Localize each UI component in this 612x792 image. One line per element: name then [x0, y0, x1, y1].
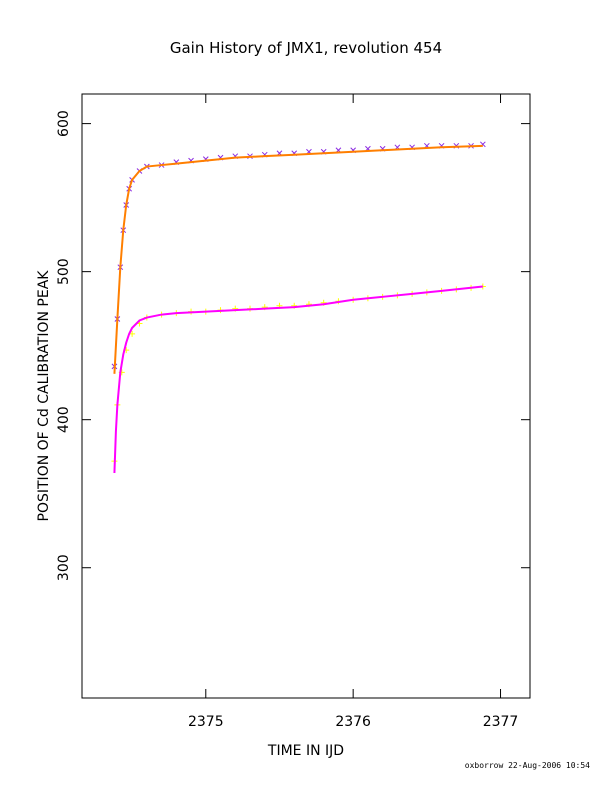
y-tick-label: 400	[56, 406, 72, 433]
fit-line	[113, 144, 483, 374]
x-axis-label: TIME IN IJD	[267, 743, 344, 759]
y-tick-label: 500	[56, 258, 72, 285]
footer-credit: oxborrow 22-Aug-2006 10:54	[464, 761, 590, 770]
x-tick-label: 2375	[188, 714, 224, 730]
fit-line	[113, 285, 483, 474]
x-tick-label: 2376	[335, 714, 371, 730]
axis-ticks: 2375 2376 2377 300 400 500 600	[56, 94, 530, 730]
y-axis-label: POSITION OF Cd CALIBRATION PEAK	[36, 270, 52, 522]
chart-title: Gain History of JMX1, revolution 454	[170, 39, 442, 57]
data-marks	[111, 141, 486, 474]
y-tick-label: 600	[56, 110, 72, 137]
plot-frame	[81, 93, 531, 699]
y-tick-label: 300	[56, 554, 72, 581]
x-tick-label: 2377	[483, 714, 519, 730]
